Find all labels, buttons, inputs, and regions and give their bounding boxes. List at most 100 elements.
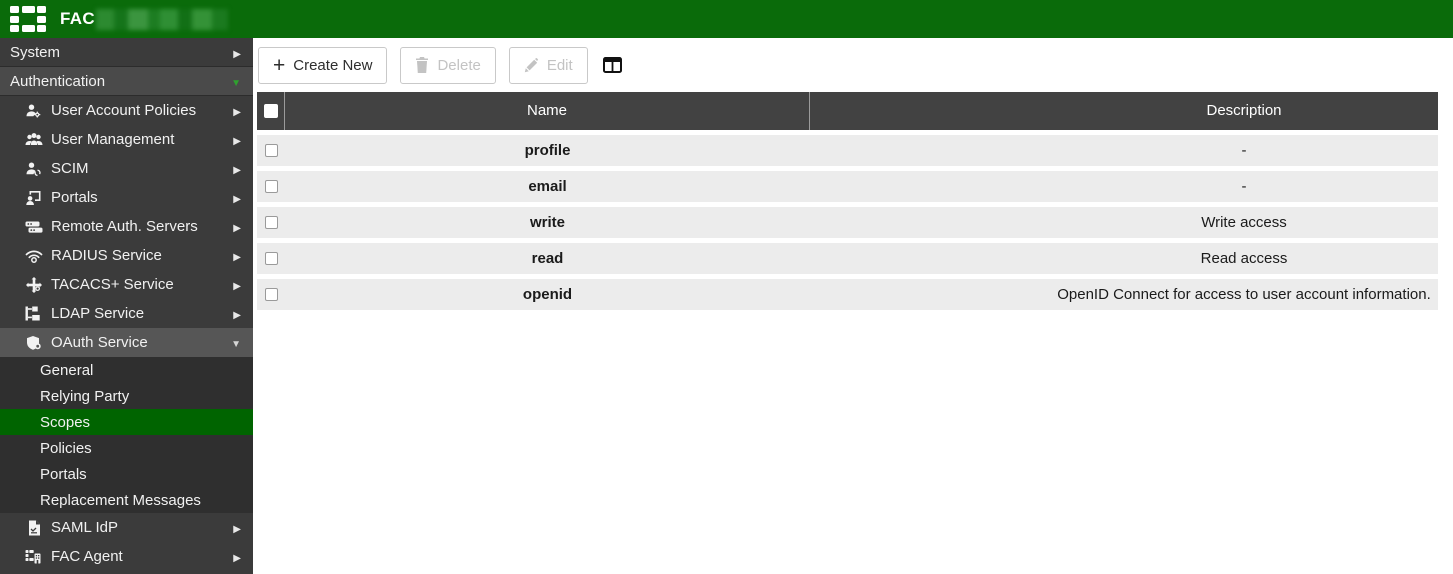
sidebar-item-relying-party[interactable]: Relying Party [0,383,253,409]
sidebar-item-label: Portals [51,189,98,206]
tree-icon [24,306,43,322]
column-settings-button[interactable] [602,55,622,75]
sidebar-item-label: FAC Agent [51,548,123,565]
table-header: Name Description [257,92,1438,130]
sidebar-item-portals[interactable]: Portals [0,183,253,212]
oauth-submenu: General Relying Party Scopes Policies Po… [0,357,253,513]
sidebar-item-label: General [40,361,94,379]
create-new-button[interactable]: Create New [258,46,388,84]
chevron-right-icon [233,218,241,235]
grid-building-icon [24,549,43,565]
scope-name: openid [522,286,573,303]
sidebar-item-label: Relying Party [40,387,130,405]
sidebar-item-label: Scopes [40,413,91,431]
sidebar-item-saml-idp[interactable]: SAML IdP [0,513,253,542]
sidebar-item-label: SCIM [51,160,89,177]
sidebar: System Authentication User Account Polic… [0,38,253,574]
pencil-icon [524,57,539,73]
sidebar-item-label: User Account Policies [51,102,197,119]
edit-button[interactable]: Edit [508,46,588,84]
user-sync-icon [24,161,43,177]
table-row[interactable]: openid OpenID Connect for access to user… [257,279,1438,310]
sidebar-item-label: Policies [40,439,92,457]
sidebar-item-replacement-messages[interactable]: Replacement Messages [0,487,253,513]
table-row[interactable]: profile - [257,135,1438,166]
sidebar-item-system[interactable]: System [0,38,253,67]
scope-name: read [531,250,564,267]
network-plus-icon [24,276,43,293]
row-checkbox[interactable] [264,216,278,229]
sidebar-item-label: User Management [51,131,175,148]
sidebar-item-label: Authentication [10,72,106,90]
wifi-icon [24,248,43,264]
table-row[interactable]: write Write access [257,207,1438,238]
sidebar-item-policies[interactable]: Policies [0,435,253,461]
sidebar-item-user-management[interactable]: User Management [0,125,253,154]
scope-name: email [528,178,567,195]
row-checkbox[interactable] [264,180,278,193]
document-icon [24,520,43,536]
sidebar-item-label: TACACS+ Service [51,276,174,293]
select-all-cell [257,92,285,130]
chevron-right-icon [233,548,241,565]
sidebar-item-label: System [10,43,61,61]
chevron-right-icon [233,44,241,61]
sidebar-item-label: Remote Auth. Servers [51,218,198,235]
delete-button[interactable]: Delete [400,46,496,84]
row-checkbox[interactable] [264,288,278,301]
sidebar-item-label: Portals [40,465,87,483]
column-header-name[interactable]: Name [285,92,810,130]
sidebar-item-oauth-service[interactable]: OAuth Service [0,328,253,357]
row-checkbox[interactable] [264,144,278,157]
sidebar-item-label: LDAP Service [51,305,145,322]
sidebar-item-general[interactable]: General [0,357,253,383]
redacted-product-name [95,8,228,30]
toolbar: Create New Delete Edit [257,38,1453,92]
scope-description: Write access [1201,214,1287,231]
brand-label: FAC [60,9,95,28]
select-all-checkbox[interactable] [263,104,278,118]
sidebar-item-ldap-service[interactable]: LDAP Service [0,299,253,328]
trash-icon [415,57,429,73]
sidebar-item-user-account-policies[interactable]: User Account Policies [0,96,253,125]
chevron-right-icon [233,160,241,177]
sidebar-item-label: SAML IdP [51,519,118,536]
chevron-right-icon [233,519,241,536]
sidebar-item-label: RADIUS Service [51,247,162,264]
chevron-right-icon [233,305,241,322]
row-checkbox[interactable] [264,252,278,265]
sidebar-item-remote-auth-servers[interactable]: Remote Auth. Servers [0,212,253,241]
table-row[interactable]: email - [257,171,1438,202]
scope-description: Read access [1200,250,1288,267]
table-row[interactable]: read Read access [257,243,1438,274]
chevron-right-icon [233,189,241,206]
sidebar-item-radius-service[interactable]: RADIUS Service [0,241,253,270]
user-gear-icon [24,103,43,119]
chevron-right-icon [233,131,241,148]
sidebar-item-scopes[interactable]: Scopes [0,409,253,435]
chevron-right-icon [233,276,241,293]
users-icon [24,132,43,148]
sidebar-item-tacacs-service[interactable]: TACACS+ Service [0,270,253,299]
column-header-description[interactable]: Description [1206,102,1282,119]
chevron-down-icon [231,334,241,351]
scope-name: profile [524,142,571,159]
sidebar-item-label: Replacement Messages [40,491,201,509]
fortinet-logo-icon [10,6,46,32]
sidebar-item-oauth-portals[interactable]: Portals [0,461,253,487]
chevron-down-icon [231,73,241,90]
sidebar-item-scim[interactable]: SCIM [0,154,253,183]
columns-icon [602,57,622,73]
scope-description: - [1241,142,1247,159]
chevron-right-icon [233,247,241,264]
scopes-table: Name Description profile - email - write… [257,92,1438,310]
scope-name: write [529,214,565,231]
main-content: Create New Delete Edit [253,38,1453,574]
sidebar-item-fac-agent[interactable]: FAC Agent [0,542,253,571]
scope-description: - [1241,178,1247,195]
scope-description: OpenID Connect for access to user accoun… [1057,286,1431,303]
sidebar-item-authentication[interactable]: Authentication [0,67,253,96]
shield-icon [24,335,43,351]
user-window-icon [24,190,43,206]
chevron-right-icon [233,102,241,119]
